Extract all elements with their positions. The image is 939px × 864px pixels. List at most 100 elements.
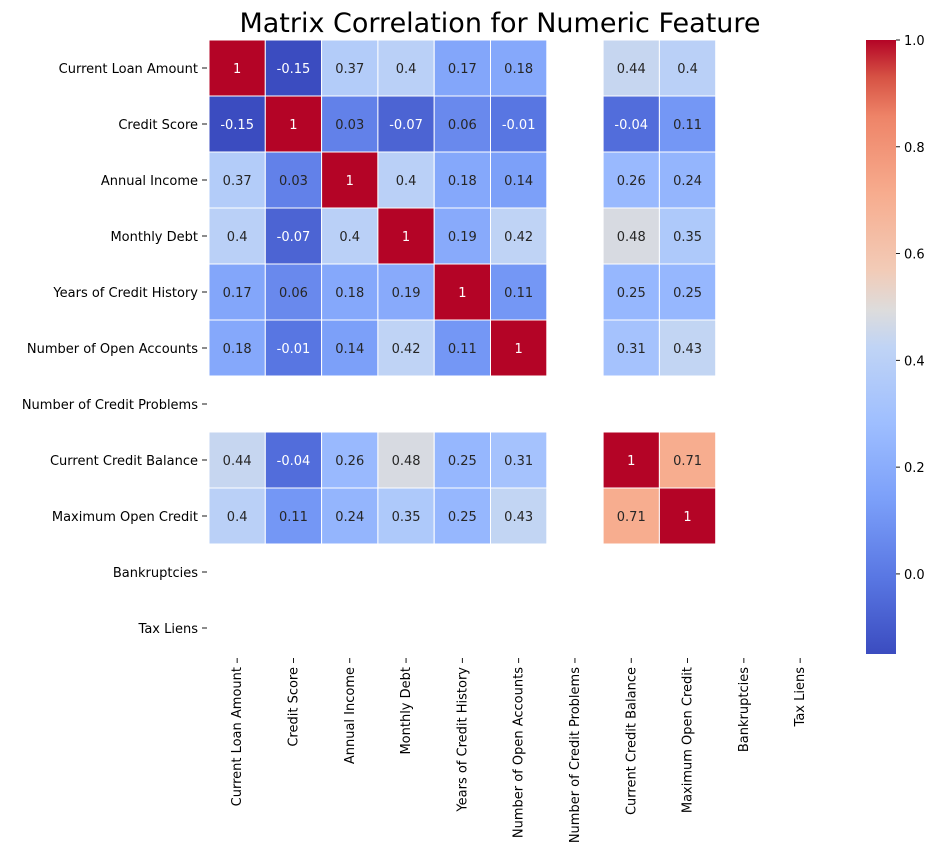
cell-value-label: 0.71 [617,510,646,525]
heatmap-cell-number-of-open-accounts--number-of-open-accounts [490,319,548,377]
heatmap-cell-years-of-credit-history--monthly-debt [377,263,435,321]
heatmap-cell-annual-income--credit-score [264,151,323,209]
cell-value-label: 0.24 [673,174,702,189]
cell-value-label: 0.19 [448,230,477,245]
cell-value-label: 1 [458,286,466,301]
cell-value-label: 1 [289,118,297,133]
heatmap-cell-annual-income--current-credit-balance [602,151,660,209]
heatmap-cell-maximum-open-credit--current-loan-amount [208,487,266,545]
heatmap-cell-annual-income--annual-income [321,151,379,209]
cell-value-label: 1 [346,174,354,189]
x-tick-label: Annual Income [343,667,358,764]
cell-value-label: 0.4 [396,174,417,189]
heatmap-cell-number-of-open-accounts--annual-income [321,319,379,377]
cell-value-label: 0.17 [223,286,252,301]
cell-value-label: 0.42 [504,230,533,245]
x-tick-label: Monthly Debt [399,667,414,755]
heatmap-cell-current-loan-amount--credit-score [264,39,323,97]
cell-value-label: 0.42 [392,342,421,357]
y-tick-label: Current Credit Balance [50,454,198,469]
cell-value-label: 0.43 [673,342,702,357]
colorbar: 0.0 0.2 0.4 0.6 0.8 1.0 [866,34,925,654]
heatmap-cell-number-of-open-accounts--credit-score [264,319,323,377]
cell-value-label: 0.35 [673,230,702,245]
cell-value-label: 1 [233,62,241,77]
heatmap-cell-current-credit-balance--years-of-credit-history [433,431,492,489]
y-tick-label: Tax Liens [138,622,199,637]
colorbar-tick-label: 0.2 [904,461,925,476]
colorbar-tick-label: 1.0 [904,34,925,49]
colorbar-tick-label: 0.8 [904,141,925,156]
y-tick-label: Years of Credit History [52,286,198,301]
x-tick-label: Current Credit Balance [624,667,639,815]
x-tick-label: Maximum Open Credit [681,667,696,813]
cell-value-label: -0.07 [277,230,311,245]
colorbar-tick-label: 0.6 [904,248,925,263]
cell-value-label: 0.4 [396,62,417,77]
cell-value-label: 0.37 [223,174,252,189]
y-tick-label: Number of Open Accounts [27,342,198,357]
heatmap-cell-current-credit-balance--current-credit-balance [602,431,660,489]
y-tick-label: Current Loan Amount [59,62,198,77]
cell-value-label: 0.31 [617,342,646,357]
cell-value-label: 0.11 [279,510,308,525]
cell-value-label: -0.01 [277,342,311,357]
cell-value-label: 0.06 [448,118,477,133]
x-axis: Current Loan Amount Credit Score Annual In… [230,658,808,843]
x-tick-label: Bankruptcies [737,667,752,752]
cell-value-label: 0.25 [448,510,477,525]
heatmap-cell-maximum-open-credit--annual-income [321,487,379,545]
heatmap-cell-maximum-open-credit--monthly-debt [377,487,435,545]
cell-value-label: 0.11 [673,118,702,133]
heatmap-cell-years-of-credit-history--current-credit-balance [602,263,660,321]
cell-value-label: 0.25 [617,286,646,301]
heatmap-cell-monthly-debt--monthly-debt [377,207,435,265]
heatmap-cell-maximum-open-credit--number-of-open-accounts [490,487,548,545]
x-tick-label: Years of Credit History [455,667,470,813]
heatmap-cell-current-credit-balance--current-loan-amount [208,431,266,489]
cell-value-label: -0.01 [502,118,536,133]
cell-value-label: 0.48 [617,230,646,245]
cell-value-label: 0.18 [448,174,477,189]
cell-value-label: -0.04 [277,454,311,469]
heatmap-cell-annual-income--monthly-debt [377,151,435,209]
heatmap-cell-credit-score--credit-score [264,95,323,153]
heatmap-cell-monthly-debt--current-loan-amount [208,207,266,265]
cell-value-label: 0.4 [339,230,360,245]
heatmap-cell-current-loan-amount--maximum-open-credit [658,39,717,97]
x-tick-label: Credit Score [286,667,301,747]
heatmap-cell-current-credit-balance--number-of-open-accounts [490,431,548,489]
heatmap-cell-number-of-open-accounts--current-loan-amount [208,319,266,377]
cell-value-label: 0.14 [504,174,533,189]
heatmap-cell-years-of-credit-history--maximum-open-credit [658,263,717,321]
heatmap-cells [208,39,717,545]
x-tick-label: Number of Open Accounts [512,667,527,838]
heatmap-cell-labels: 1 -0.15 0.37 0.4 0.17 0.18 0.44 0.4 -0.15 1 0.03 -0… [220,62,702,525]
heatmap-cell-monthly-debt--current-credit-balance [602,207,660,265]
cell-value-label: 0.31 [504,454,533,469]
cell-value-label: 0.4 [227,230,248,245]
y-tick-label: Maximum Open Credit [52,510,198,525]
heatmap-cell-annual-income--years-of-credit-history [433,151,492,209]
heatmap-cell-monthly-debt--number-of-open-accounts [490,207,548,265]
cell-value-label: 1 [627,454,635,469]
cell-value-label: -0.07 [389,118,423,133]
cell-value-label: 1 [515,342,523,357]
cell-value-label: 0.11 [448,342,477,357]
heatmap-cell-years-of-credit-history--years-of-credit-history [433,263,492,321]
colorbar-tick-label: 0.4 [904,354,925,369]
cell-value-label: 0.06 [279,286,308,301]
cell-value-label: 0.48 [392,454,421,469]
colorbar-tick-label: 0.0 [904,568,925,583]
heatmap-cell-current-credit-balance--maximum-open-credit [658,431,717,489]
cell-value-label: 0.37 [335,62,364,77]
cell-value-label: 0.43 [504,510,533,525]
cell-value-label: 1 [683,510,691,525]
x-tick-label: Tax Liens [793,667,808,728]
heatmap-cell-monthly-debt--annual-income [321,207,379,265]
cell-value-label: 0.44 [617,62,646,77]
x-tick-label: Current Loan Amount [230,667,245,806]
heatmap-cell-monthly-debt--years-of-credit-history [433,207,492,265]
